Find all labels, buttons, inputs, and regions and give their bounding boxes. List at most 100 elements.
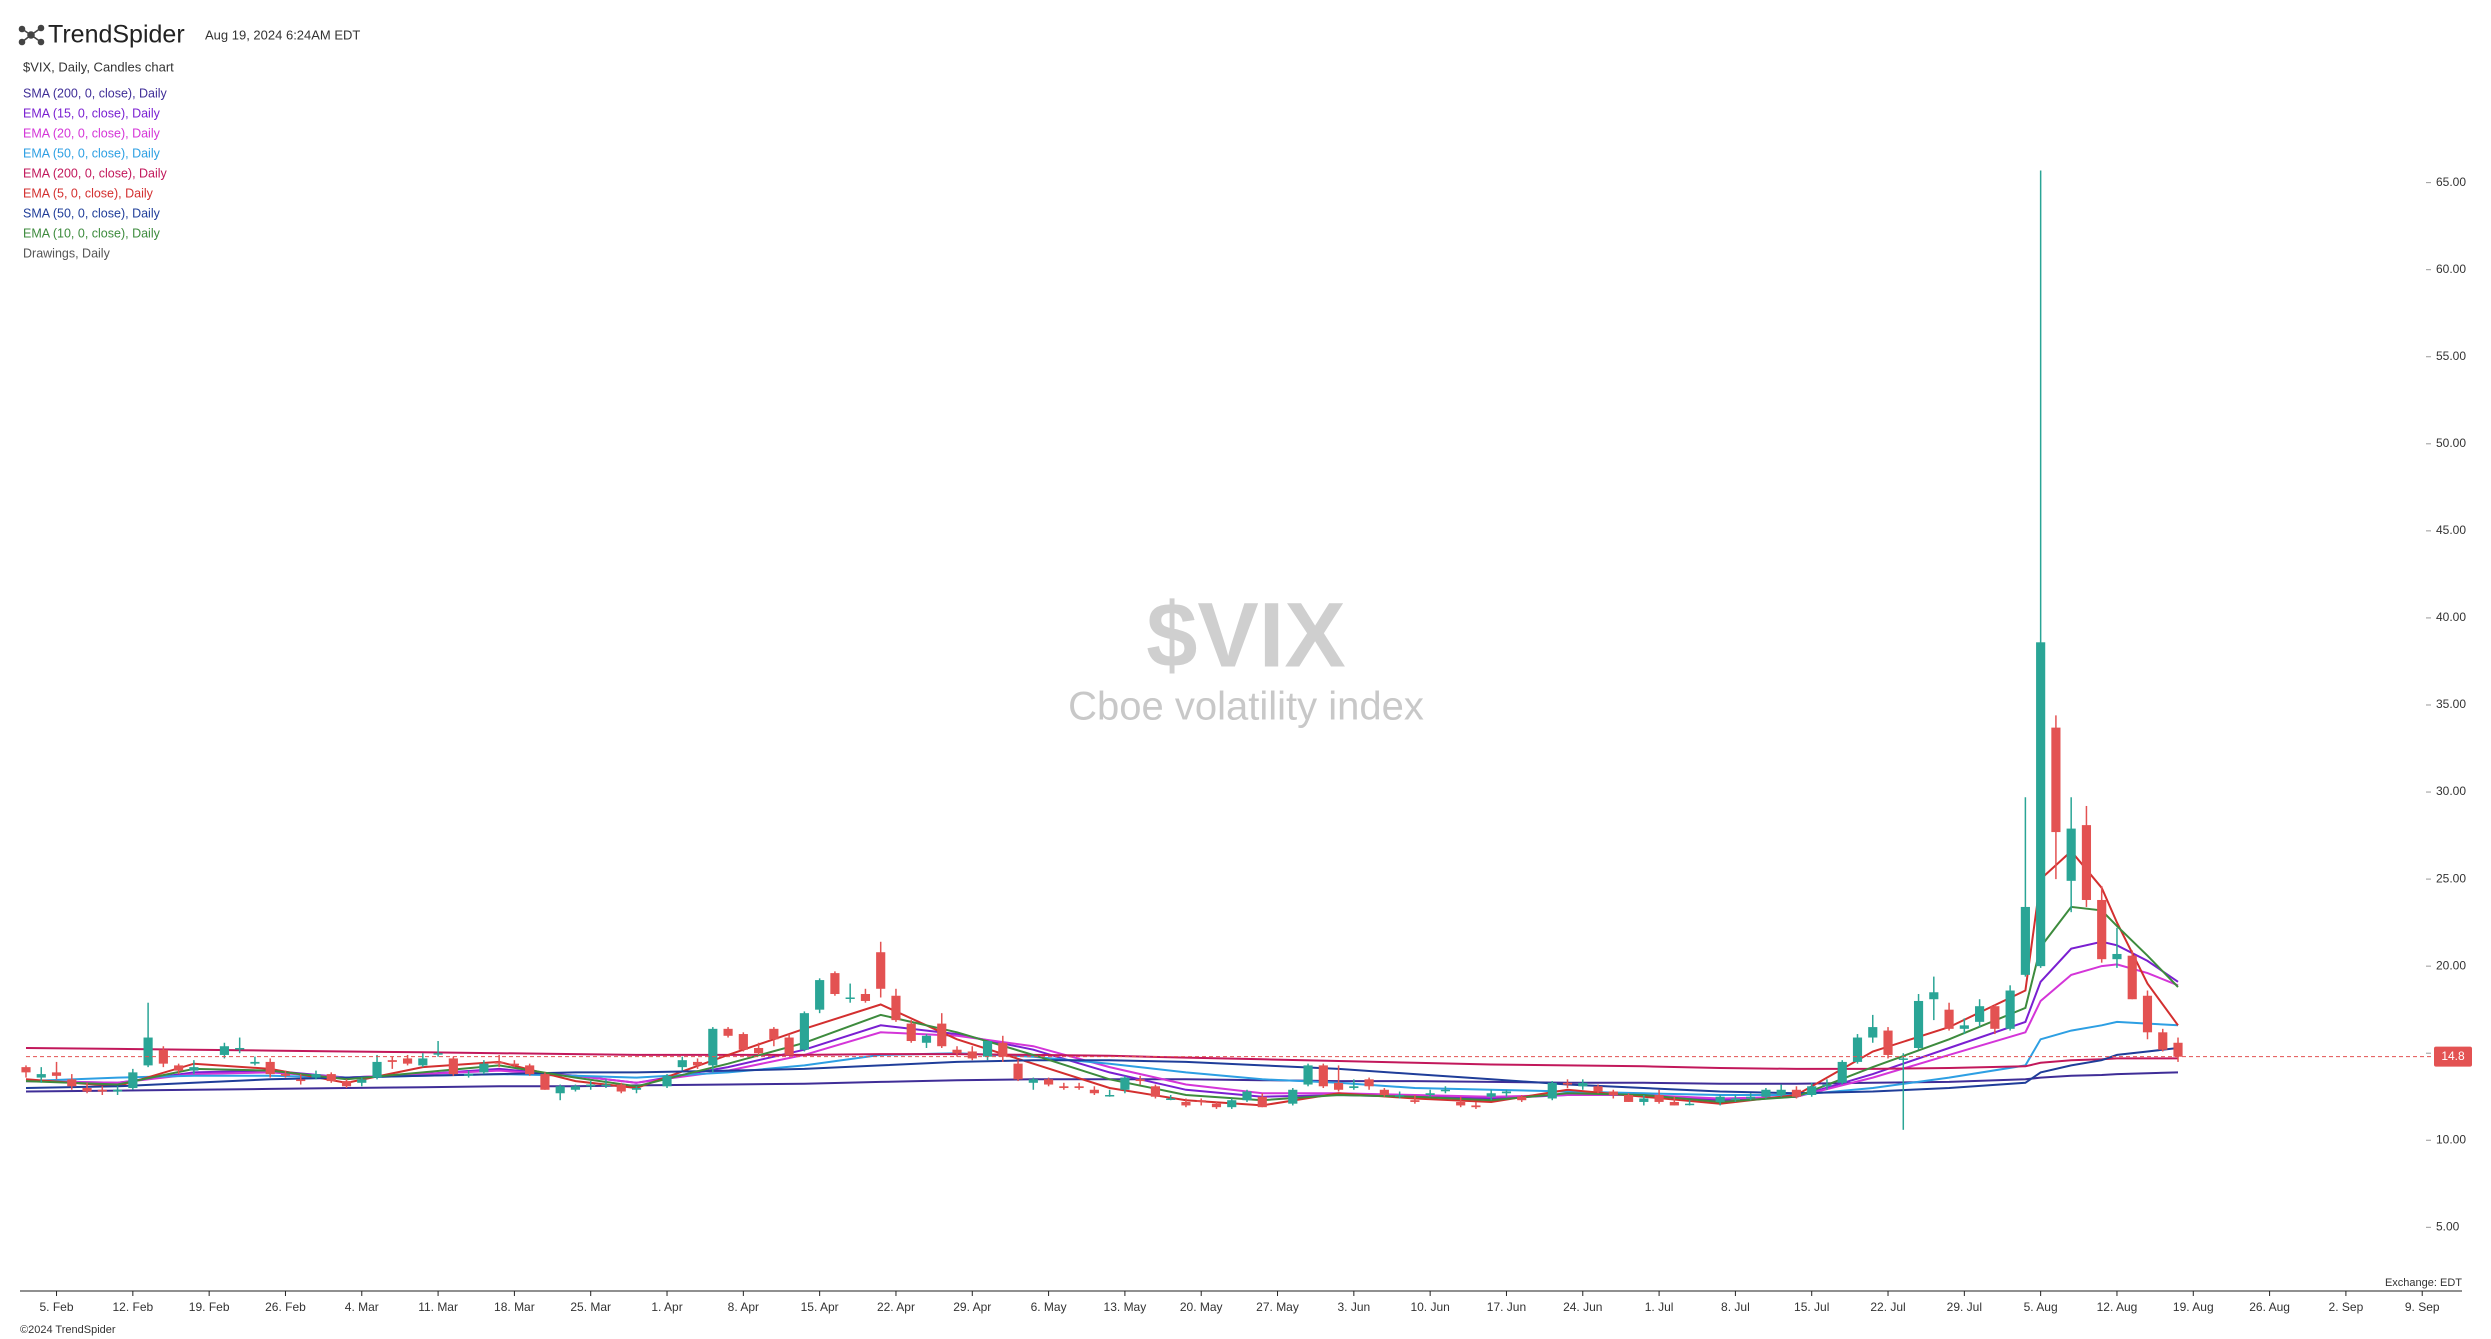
candle-body	[1303, 1065, 1313, 1085]
x-tick-label: 18. Mar	[494, 1300, 535, 1314]
candle-body	[860, 994, 871, 1001]
candle-body	[1746, 1096, 1756, 1099]
candle-body	[1990, 1006, 2000, 1029]
candle-body	[1333, 1082, 1344, 1090]
legend-entry: EMA (20, 0, close), Daily	[23, 126, 161, 140]
candle-body	[1608, 1091, 1618, 1095]
candle-body	[189, 1067, 199, 1071]
candle-body	[952, 1049, 962, 1054]
candle-body	[1868, 1027, 1878, 1038]
candle-body	[2036, 642, 2046, 967]
candle-body	[1654, 1094, 1664, 1102]
candle-body	[326, 1074, 336, 1082]
candle-body	[845, 997, 855, 999]
chart-label: $VIX, Daily, Candles chart	[23, 59, 174, 74]
candle-body	[2142, 995, 2153, 1033]
x-tick-label: 20. May	[1180, 1300, 1223, 1314]
x-tick-label: 12. Aug	[2097, 1300, 2138, 1314]
candle-body	[1929, 992, 1939, 1000]
candle-body	[1730, 1098, 1740, 1100]
candle-body	[1349, 1086, 1359, 1089]
x-tick-label: 8. Jul	[1721, 1300, 1750, 1314]
x-tick-label: 8. Apr	[728, 1300, 759, 1314]
x-tick-label: 26. Aug	[2249, 1300, 2290, 1314]
candle-body	[341, 1081, 352, 1087]
candle-body	[2005, 990, 2015, 1029]
candle-body	[280, 1074, 291, 1076]
candle-body	[1395, 1094, 1405, 1097]
candle-body	[1639, 1098, 1649, 1102]
candle-body	[402, 1058, 413, 1064]
candle-body	[1883, 1030, 1893, 1055]
x-tick-label: 5. Feb	[40, 1300, 74, 1314]
candle-body	[601, 1084, 611, 1087]
candle-body	[830, 973, 840, 995]
x-tick-label: 22. Jul	[1870, 1300, 1905, 1314]
candle-body	[616, 1084, 626, 1092]
x-tick-label: 19. Feb	[189, 1300, 230, 1314]
exchange-label: Exchange: EDT	[2385, 1277, 2462, 1289]
candle-body	[2112, 953, 2122, 960]
candle-body	[1975, 1006, 1985, 1022]
candle-body	[754, 1047, 764, 1054]
candle-body	[174, 1065, 184, 1071]
candle-body	[784, 1037, 794, 1055]
x-tick-label: 15. Jul	[1794, 1300, 1829, 1314]
candle-body	[1181, 1101, 1191, 1106]
candle-body	[662, 1075, 672, 1087]
candle-body	[250, 1061, 260, 1064]
candle-body	[479, 1063, 489, 1073]
candle-body	[1013, 1063, 1023, 1080]
candle-body	[1227, 1100, 1237, 1108]
candle-body	[982, 1041, 993, 1057]
candle-body	[2173, 1042, 2183, 1057]
candle-body	[2020, 906, 2030, 975]
x-tick-label: 15. Apr	[801, 1300, 839, 1314]
candle-body	[21, 1067, 31, 1073]
candle-body	[372, 1061, 382, 1078]
candle-body	[36, 1074, 46, 1078]
candle-body	[1715, 1096, 1725, 1102]
candle-body	[1440, 1089, 1450, 1092]
candle-body	[1150, 1086, 1161, 1097]
x-tick-label: 9. Sep	[2405, 1300, 2440, 1314]
candle-body	[265, 1061, 275, 1075]
candle-body	[906, 1023, 916, 1042]
legend-entry: EMA (10, 0, close), Daily	[23, 226, 161, 240]
candle-body	[296, 1079, 306, 1082]
x-tick-label: 13. May	[1104, 1300, 1147, 1314]
candle-body	[570, 1086, 581, 1090]
x-tick-label: 17. Jun	[1487, 1300, 1526, 1314]
y-tick-label: 60.00	[2436, 262, 2466, 276]
candle-body	[418, 1058, 428, 1066]
candle-body	[494, 1061, 504, 1064]
legend-entry: Drawings, Daily	[23, 246, 111, 260]
candle-body	[1807, 1086, 1817, 1095]
x-tick-label: 2. Sep	[2329, 1300, 2364, 1314]
candle-body	[1059, 1086, 1069, 1089]
candle-body	[1562, 1082, 1573, 1085]
x-tick-label: 6. May	[1031, 1300, 1067, 1314]
candle-body	[2127, 955, 2137, 1000]
x-tick-label: 29. Apr	[953, 1300, 991, 1314]
candle-body	[1623, 1094, 1634, 1102]
candle-body	[1135, 1079, 1145, 1082]
candle-body	[1028, 1079, 1038, 1083]
x-tick-label: 19. Aug	[2173, 1300, 2214, 1314]
last-price-box	[2434, 1046, 2472, 1067]
candle-body	[876, 952, 886, 989]
candle-body	[1898, 1058, 1908, 1060]
candle-body	[1822, 1084, 1832, 1087]
candle-body	[723, 1028, 733, 1036]
candle-body	[158, 1049, 168, 1064]
watermark-title: $VIX	[1146, 584, 1345, 686]
candle-body	[1959, 1025, 1969, 1029]
candle-body	[97, 1089, 107, 1092]
timestamp: Aug 19, 2024 6:24AM EDT	[205, 27, 360, 42]
candle-body	[1211, 1103, 1222, 1108]
candle-body	[1089, 1089, 1099, 1094]
y-tick-label: 10.00	[2436, 1132, 2466, 1146]
candle-body	[1501, 1091, 1512, 1094]
candle-body	[1425, 1093, 1435, 1095]
candle-body	[998, 1042, 1008, 1057]
